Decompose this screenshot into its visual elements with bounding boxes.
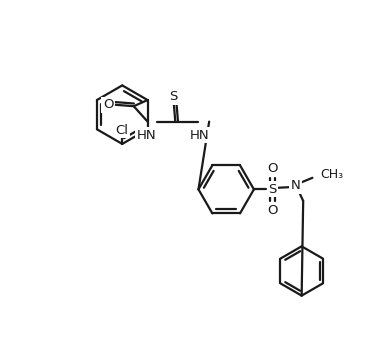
Text: N: N <box>291 179 300 192</box>
Text: HN: HN <box>189 128 209 142</box>
Text: O: O <box>267 204 278 217</box>
Text: S: S <box>169 90 178 103</box>
Text: O: O <box>103 98 114 111</box>
Text: Cl: Cl <box>116 124 129 137</box>
Text: S: S <box>268 183 276 196</box>
Text: HN: HN <box>137 128 157 142</box>
Text: O: O <box>267 162 278 175</box>
Text: CH₃: CH₃ <box>320 168 343 181</box>
